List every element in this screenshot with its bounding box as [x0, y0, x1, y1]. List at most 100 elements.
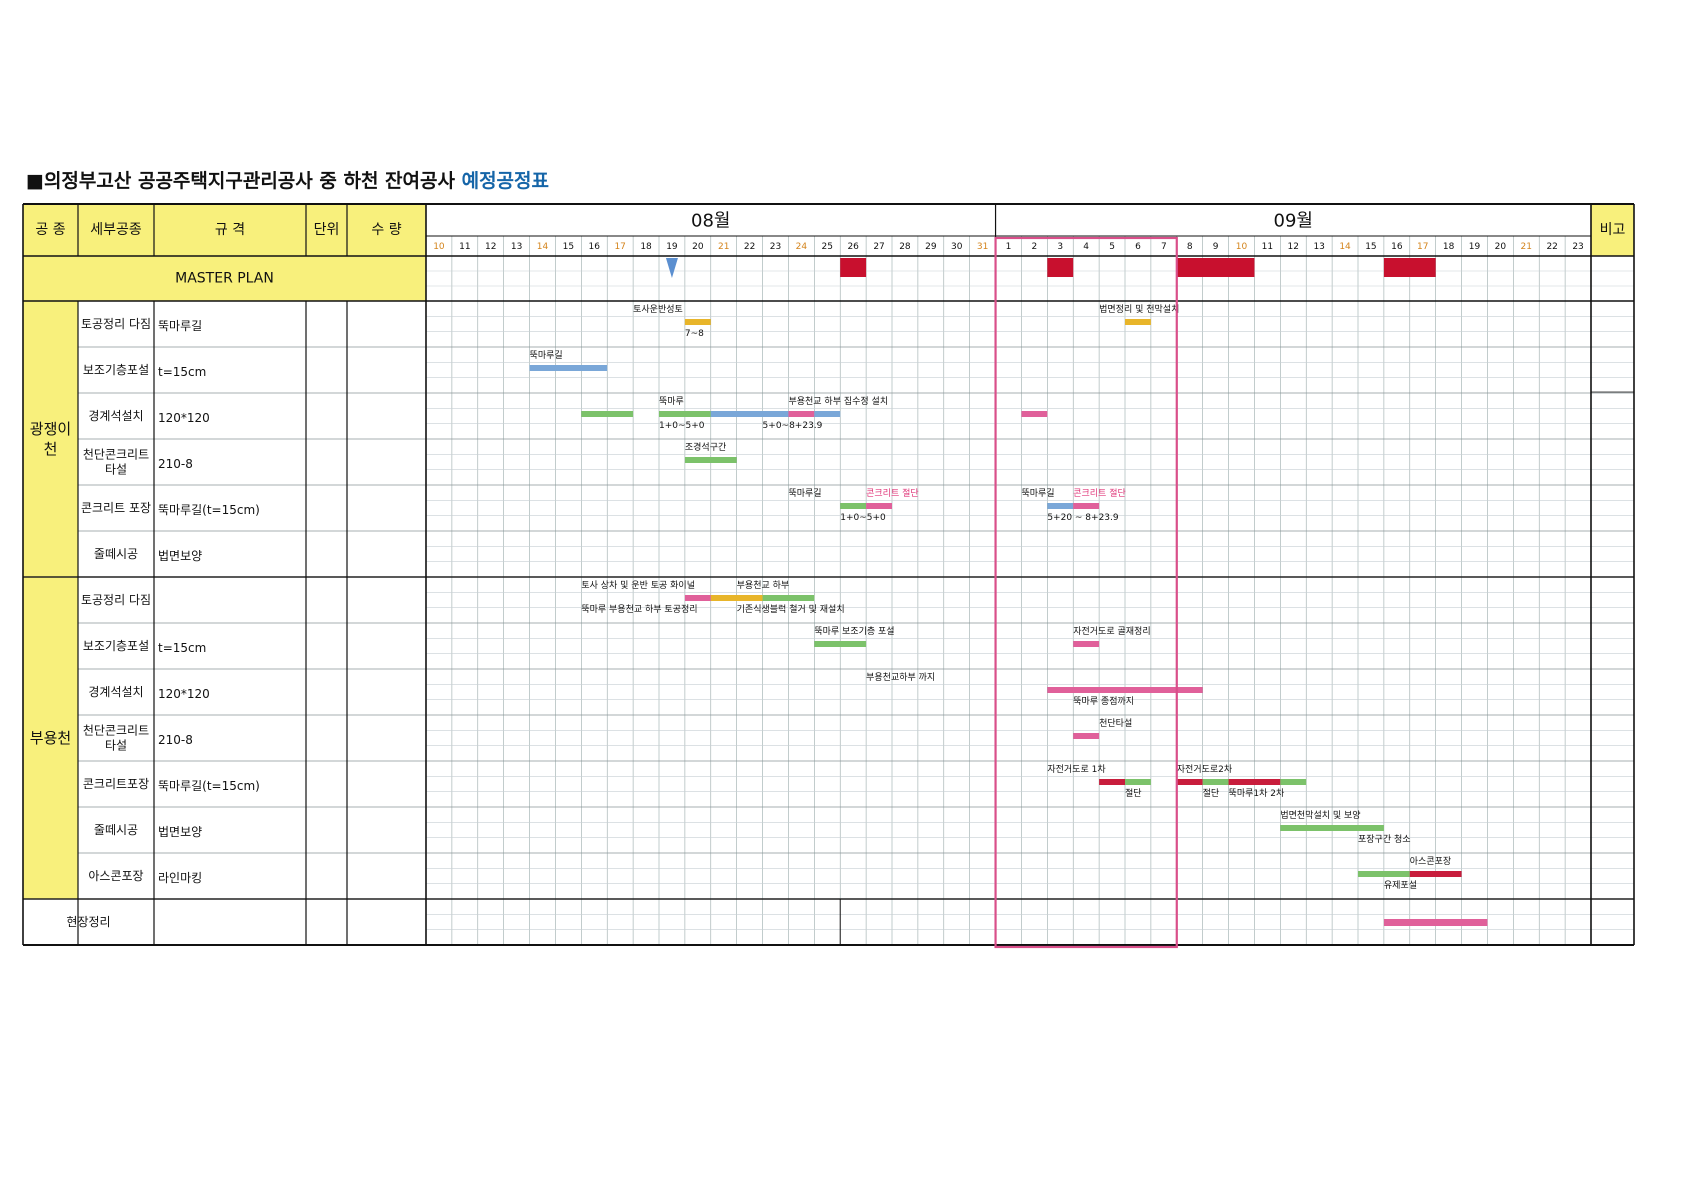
task-label: 포장구간 청소	[1358, 834, 1411, 845]
task-bar	[1383, 919, 1488, 926]
header-spec: 규 격	[215, 222, 245, 238]
master-plan-block	[1383, 258, 1436, 277]
day-label: 7	[1161, 242, 1167, 252]
task-bar	[1176, 779, 1203, 785]
day-label: 15	[1365, 242, 1376, 252]
day-label: 14	[1339, 242, 1351, 252]
task-bar	[684, 319, 711, 325]
task-bar	[1073, 733, 1100, 739]
task-label: 뚝마루 종점까지	[1073, 695, 1134, 707]
day-label: 6	[1135, 242, 1141, 252]
master-plan-yellow-bg	[23, 256, 426, 301]
group-name-line2: 천	[44, 440, 58, 458]
task-label: 1+0~5+0	[840, 513, 886, 523]
page-title: ■의정부고산 공공주택지구관리공사 중 하천 잔여공사 예정공정표	[26, 166, 549, 193]
task-bar	[840, 503, 867, 509]
day-label: 16	[1391, 242, 1403, 252]
task-bar	[1047, 503, 1074, 509]
day-label: 15	[563, 242, 574, 252]
remarks-header-yellow-bg	[1591, 204, 1634, 256]
task-label: 1+0~5+0	[659, 421, 705, 431]
task-bar	[1358, 871, 1410, 877]
day-label: 12	[485, 242, 496, 252]
day-label: 13	[1313, 242, 1324, 252]
task-label: 절단	[1203, 787, 1220, 799]
header-quantity: 수 량	[371, 222, 401, 238]
task-bar	[1099, 779, 1125, 785]
task-label: 뚝마루	[659, 396, 684, 407]
month-label: 09월	[1274, 211, 1313, 232]
day-label: 2	[1032, 242, 1038, 252]
task-bar	[1125, 319, 1151, 325]
row-spec: 라인마킹	[158, 871, 202, 885]
task-label: 토사운반성토	[633, 304, 683, 315]
task-label: 법면정리 및 천막설치	[1099, 303, 1179, 315]
day-label: 22	[744, 242, 755, 252]
month-label: 08월	[691, 211, 730, 232]
task-label: 콘크리트 절단	[866, 487, 919, 499]
day-label: 8	[1187, 242, 1193, 252]
task-bar	[710, 411, 789, 417]
row-sub-work: 콘크리트포장	[83, 777, 149, 791]
day-label: 19	[666, 242, 678, 252]
row-spec: 뚝마루길	[158, 319, 202, 333]
group-name-line1: 광쟁이	[30, 420, 71, 438]
day-label: 10	[1236, 242, 1248, 252]
day-label: 3	[1057, 242, 1063, 252]
row-sub-work-line: 천단콘크리트	[83, 723, 149, 738]
day-label: 5	[1109, 242, 1115, 252]
task-bar	[1073, 503, 1100, 509]
day-label: 16	[589, 242, 601, 252]
task-bar	[710, 595, 763, 601]
header-yellow-bg	[23, 204, 426, 256]
day-label: 18	[640, 242, 652, 252]
task-label: 5+0~8+23.9	[763, 421, 823, 431]
task-bar	[1073, 641, 1100, 647]
task-label: 부용천교 하부 집수정 설치	[788, 395, 888, 407]
task-label: 조경석구간	[685, 441, 726, 453]
task-label: 뚝마루 부용천교 하부 토공정리	[581, 604, 697, 615]
day-label: 17	[1417, 242, 1428, 252]
task-label: 자전거도로2차	[1177, 763, 1233, 775]
row-spec: 210-8	[158, 733, 193, 747]
day-label: 10	[433, 242, 445, 252]
day-label: 14	[537, 242, 549, 252]
header-work-type: 공 종	[35, 222, 65, 238]
row-sub-work: 줄떼시공	[94, 823, 138, 837]
task-bar	[581, 411, 634, 417]
task-label: 절단	[1125, 787, 1142, 799]
day-label: 23	[770, 242, 781, 252]
master-plan-label: MASTER PLAN	[175, 271, 274, 287]
day-label: 24	[796, 242, 808, 252]
row-spec: t=15cm	[158, 365, 206, 379]
task-label: 아스콘포장	[1410, 856, 1451, 867]
row-sub-work: 보조기층포설	[83, 639, 149, 653]
task-label: 토사 상차 및 운반 토공 화이널	[581, 579, 695, 591]
row-sub-work: 경계석설치	[88, 685, 143, 699]
row-sub-work: 콘크리트 포장	[81, 501, 151, 515]
day-label: 4	[1083, 242, 1089, 252]
day-label: 18	[1443, 242, 1455, 252]
row-spec: 120*120	[158, 411, 210, 425]
master-plan-block	[1176, 258, 1255, 277]
task-bar	[1280, 825, 1384, 831]
task-label: 뚝마루 보조기층 포설	[814, 626, 894, 637]
task-bar	[814, 641, 867, 647]
day-label: 29	[925, 242, 937, 252]
task-bar	[788, 411, 815, 417]
row-spec: 뚝마루길(t=15cm)	[158, 503, 260, 517]
row-spec: 210-8	[158, 457, 193, 471]
task-label: 콘크리트 절단	[1073, 487, 1126, 499]
row-spec: 법면보양	[158, 549, 202, 563]
master-plan-block	[840, 258, 867, 277]
task-bar	[762, 595, 815, 601]
task-bar	[866, 503, 892, 509]
group-name: 부용천	[30, 729, 71, 747]
title-prefix: ■의정부고산 공공주택지구관리공사 중 하천 잔여공사	[26, 170, 462, 192]
day-label: 9	[1213, 242, 1219, 252]
row-sub-work: 보조기층포설	[83, 363, 149, 377]
master-plan-block	[1047, 258, 1074, 277]
task-label: 뚝마루1차 2차	[1229, 787, 1285, 799]
task-bar	[1202, 779, 1229, 785]
